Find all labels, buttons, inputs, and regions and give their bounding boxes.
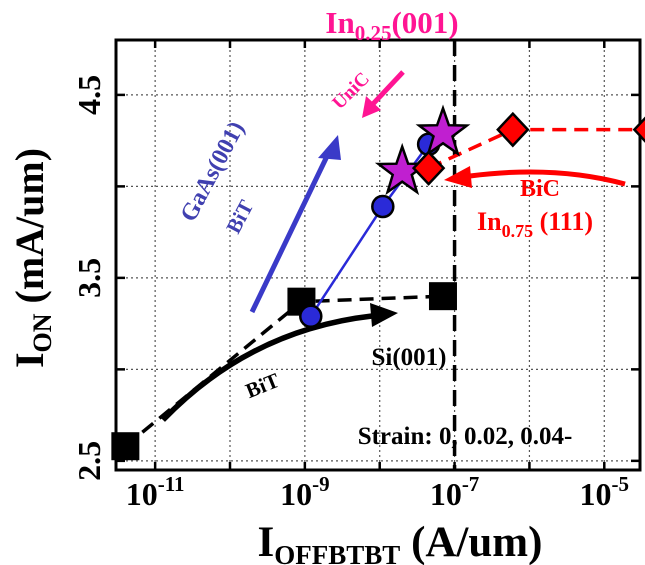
data-point-square xyxy=(428,282,457,311)
annotation-arrow-unic-head xyxy=(362,96,381,118)
data-point-circle xyxy=(371,194,395,219)
series-line xyxy=(427,127,645,170)
annotation-arrow-unic xyxy=(370,70,405,107)
axes: 10-11 10-9 10-7 10-5 2.5 3.5 4.5 xyxy=(71,38,642,512)
grid xyxy=(116,40,640,470)
annotation-strain: Strain: 0, 0.02, 0.04- xyxy=(358,423,573,450)
x-axis-label: IOFFBTBT (A/um) xyxy=(258,519,543,565)
y-tick-label: 3.5 xyxy=(71,258,107,298)
x-tick-label: 10-11 xyxy=(126,472,185,512)
y-tick-label: 2.5 xyxy=(71,441,107,481)
y-axis-label: ION (mA/um) xyxy=(7,148,57,368)
annotation-gaas-bit: BiT xyxy=(221,196,258,237)
annotation-si: Si(001) xyxy=(372,344,447,371)
data-point-square xyxy=(111,432,140,461)
plot-frame xyxy=(114,38,642,472)
annotation-arrow-si xyxy=(161,313,373,422)
annotation-si-bit: BiT xyxy=(242,368,282,403)
x-tick-label: 10-5 xyxy=(580,472,630,512)
annotation-in025: In0.25(001) xyxy=(325,5,458,45)
data-point-star xyxy=(415,104,471,157)
annotation-bic: BiC xyxy=(520,176,560,202)
annotation-arrow-gaas xyxy=(249,148,333,314)
annotation-in075: In0.75 (111) xyxy=(477,207,593,241)
annotation-arrow-bic xyxy=(469,169,626,187)
annotation-arrows xyxy=(161,70,626,422)
y-tick-label: 4.5 xyxy=(71,75,107,115)
data-point-diamond xyxy=(496,111,530,148)
annotation-arrow-bic-head xyxy=(444,166,472,188)
data-point-circle xyxy=(299,304,323,329)
data-point-diamond xyxy=(411,150,446,186)
data-point-diamond xyxy=(632,116,645,143)
x-tick-label: 10-7 xyxy=(430,472,480,512)
markers xyxy=(111,104,645,461)
annotation-arrow-si-head xyxy=(370,303,398,327)
annotation-arrow-gaas-head xyxy=(318,135,341,160)
x-tick-label: 10-9 xyxy=(280,472,330,512)
